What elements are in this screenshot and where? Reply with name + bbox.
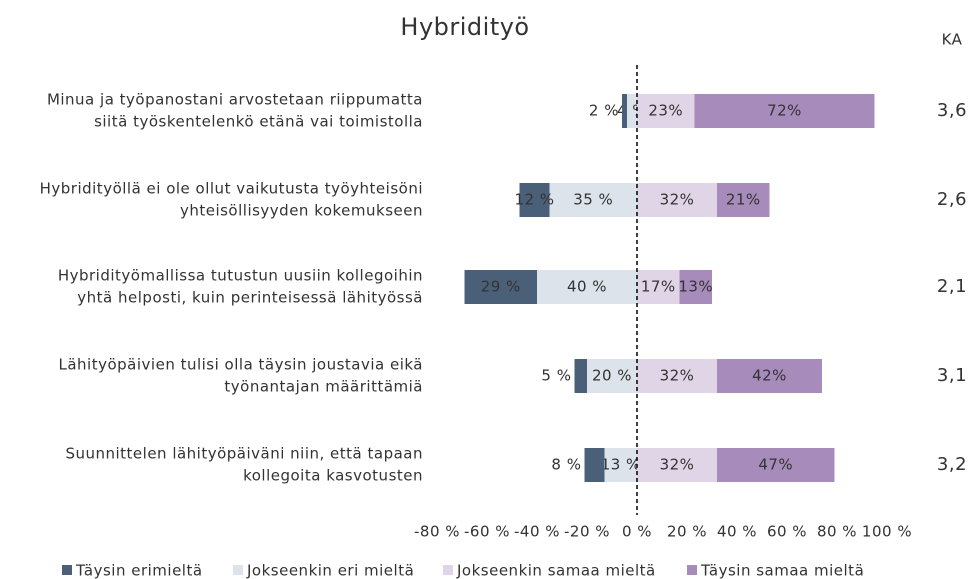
category-label: Hybridityömallissa tutustun uusiin kolle…	[58, 267, 423, 285]
x-tick-label: 40 %	[717, 523, 757, 541]
bar-segment	[637, 270, 680, 304]
legend-swatch	[233, 565, 243, 575]
bar-segment	[549, 183, 637, 217]
legend-swatch	[687, 565, 697, 575]
legend-swatch	[443, 565, 453, 575]
bar-segment	[627, 94, 637, 128]
bar-segment	[622, 94, 627, 128]
bar-segment	[584, 448, 605, 482]
bar-segment	[717, 359, 822, 393]
value-label: 42%	[752, 367, 787, 385]
value-label: 29 %	[481, 278, 521, 296]
bar-segment	[604, 448, 637, 482]
value-label: 17%	[641, 278, 676, 296]
value-label: 47%	[758, 456, 793, 474]
ka-value: 3,1	[937, 365, 967, 386]
value-label: 23%	[648, 102, 683, 120]
category-label: siitä työskentelenkö etänä vai toimistol…	[94, 113, 423, 131]
value-label: 13 %	[601, 456, 641, 474]
legend-swatch	[62, 565, 72, 575]
x-tick-label: 100 %	[862, 523, 912, 541]
bar-segment	[637, 448, 717, 482]
value-label: 21%	[726, 191, 761, 209]
ka-value: 3,6	[937, 100, 967, 121]
x-tick-label: -40 %	[514, 523, 560, 541]
x-tick-label: 0 %	[622, 523, 652, 541]
value-label: 13%	[678, 278, 713, 296]
bar-segment	[637, 183, 717, 217]
value-label: 12 %	[514, 191, 554, 209]
category-label: työnantajan määrittämiä	[224, 378, 423, 396]
x-tick-label: -60 %	[464, 523, 510, 541]
x-tick-label: 80 %	[817, 523, 857, 541]
bar-segment	[637, 94, 695, 128]
value-label: 20 %	[592, 367, 632, 385]
value-label: 2 %	[589, 102, 619, 120]
category-label: kollegoita kasvotusten	[243, 467, 423, 485]
legend-label: Täysin erimieltä	[75, 562, 203, 579]
ka-header: KA	[942, 31, 963, 49]
bar-segment	[574, 359, 587, 393]
legend-label: Täysin samaa mieltä	[700, 562, 864, 579]
ka-value: 3,2	[937, 454, 967, 475]
category-label: yhtä helposti, kuin perinteisessä lähity…	[77, 289, 423, 307]
value-label: 32%	[660, 191, 695, 209]
bar-segment	[717, 183, 770, 217]
bar-segment	[717, 448, 835, 482]
value-label: 8 %	[551, 456, 581, 474]
x-tick-label: 60 %	[767, 523, 807, 541]
value-label: 32%	[660, 367, 695, 385]
value-label: 72%	[767, 102, 802, 120]
value-label: 35 %	[573, 191, 613, 209]
category-label: Hybridityöllä ei ole ollut vaikutusta ty…	[40, 180, 423, 198]
bar-segment	[694, 94, 875, 128]
value-label: 40 %	[567, 278, 607, 296]
category-label: Suunnittelen lähityöpäiväni niin, että t…	[65, 445, 423, 463]
category-label: Minua ja työpanostani arvostetaan riippu…	[47, 91, 423, 109]
category-label: Lähityöpäivien tulisi olla täysin jousta…	[59, 356, 424, 374]
bar-segment	[637, 359, 717, 393]
legend-label: Jokseenkin samaa mieltä	[456, 562, 656, 579]
x-tick-label: 20 %	[667, 523, 707, 541]
value-label: 5 %	[541, 367, 571, 385]
x-tick-label: -80 %	[414, 523, 460, 541]
chart-title: Hybridityö	[400, 13, 529, 41]
value-label: 32%	[660, 456, 695, 474]
ka-value: 2,6	[937, 189, 967, 210]
bar-segment	[587, 359, 637, 393]
bar-segment	[679, 270, 712, 304]
bar-segment	[519, 183, 550, 217]
bar-segment	[537, 270, 637, 304]
x-tick-label: -20 %	[564, 523, 610, 541]
bar-segment	[464, 270, 537, 304]
legend-label: Jokseenkin eri mieltä	[246, 562, 414, 579]
ka-value: 2,1	[937, 276, 967, 297]
category-label: yhteisöllisyyden kokemukseen	[180, 202, 423, 220]
